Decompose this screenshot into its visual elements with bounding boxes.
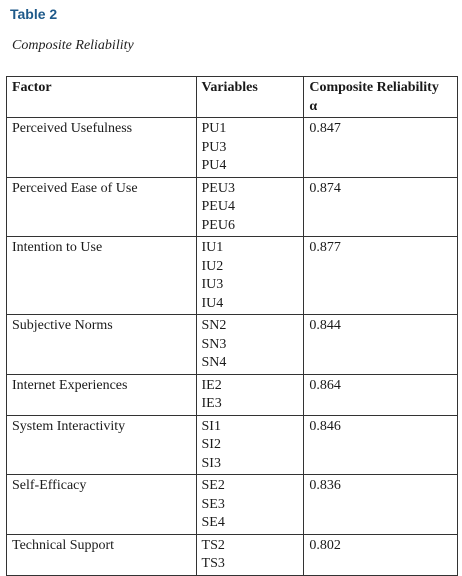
variables-cell: PU1 PU3 PU4 bbox=[195, 117, 305, 178]
variable-code: PEU4 bbox=[201, 199, 235, 214]
variable-code: PU3 bbox=[201, 139, 227, 155]
table-caption: Composite Reliability bbox=[12, 38, 134, 53]
composite-reliability-table: Factor Variables Composite Reliability α… bbox=[6, 76, 458, 576]
reliability-value-cell: 0.844 bbox=[303, 314, 458, 375]
table-body: Perceived Usefulness PU1 PU3 PU4 0.847 Percei… bbox=[6, 117, 458, 576]
variable-code: SN4 bbox=[201, 355, 227, 370]
variable-code: IE3 bbox=[201, 396, 222, 411]
variable-code: SE4 bbox=[201, 515, 225, 530]
variable-code: IE2 bbox=[201, 377, 222, 393]
factor-cell: Internet Experiences bbox=[6, 373, 197, 416]
variable-code: TS3 bbox=[201, 556, 225, 571]
variables-cell: SI1 SI2 SI3 bbox=[195, 414, 305, 475]
reliability-value-cell: 0.877 bbox=[303, 236, 458, 315]
reliability-value-cell: 0.846 bbox=[303, 414, 458, 475]
reliability-value-cell: 0.802 bbox=[303, 533, 458, 576]
variables-cell: TS2 TS3 bbox=[195, 533, 305, 576]
variable-code: SE3 bbox=[201, 496, 225, 512]
reliability-value-cell: 0.874 bbox=[303, 176, 458, 237]
variable-code: IU3 bbox=[201, 277, 224, 292]
variables-header: Variables bbox=[195, 76, 305, 118]
table-row: System Interactivity SI1 SI2 SI3 0.846 bbox=[6, 414, 458, 475]
variables-cell: IE2 IE3 bbox=[195, 373, 305, 416]
table-row: Intention to Use IU1 IU2 IU3 IU4 0.877 bbox=[6, 236, 458, 315]
variable-code: IU1 bbox=[201, 240, 224, 255]
reliability-value-cell: 0.864 bbox=[303, 373, 458, 416]
variable-code: PEU3 bbox=[201, 180, 235, 196]
variable-code: IU4 bbox=[201, 295, 224, 311]
variable-code: TS2 bbox=[201, 537, 225, 553]
table-row: Self-Efficacy SE2 SE3 SE4 0.836 bbox=[6, 474, 458, 535]
variable-code: SI1 bbox=[201, 418, 221, 434]
reliability-value-cell: 0.847 bbox=[303, 117, 458, 178]
table-row: Technical Support TS2 TS3 0.802 bbox=[6, 533, 458, 576]
factor-cell: Perceived Ease of Use bbox=[6, 176, 197, 237]
factor-cell: Self-Efficacy bbox=[6, 474, 197, 535]
composite-reliability-header-label: Composite Reliability bbox=[309, 80, 439, 95]
table-row: Internet Experiences IE2 IE3 0.864 bbox=[6, 373, 458, 416]
composite-reliability-header: Composite Reliability α bbox=[303, 76, 458, 118]
variables-cell: SE2 SE3 SE4 bbox=[195, 474, 305, 535]
factor-cell: Subjective Norms bbox=[6, 314, 197, 375]
variable-code: SI3 bbox=[201, 455, 221, 471]
alpha-symbol: α bbox=[309, 98, 318, 114]
variable-code: PEU6 bbox=[201, 217, 235, 233]
factor-header: Factor bbox=[6, 76, 197, 118]
factor-cell: Intention to Use bbox=[6, 236, 197, 315]
factor-cell: Technical Support bbox=[6, 533, 197, 576]
variable-code: SE2 bbox=[201, 478, 225, 493]
variable-code: SN3 bbox=[201, 336, 227, 352]
variables-cell: PEU3 PEU4 PEU6 bbox=[195, 176, 305, 237]
table-row: Subjective Norms SN2 SN3 SN4 0.844 bbox=[6, 314, 458, 375]
factor-cell: System Interactivity bbox=[6, 414, 197, 475]
variable-code: PU4 bbox=[201, 158, 227, 173]
reliability-value-cell: 0.836 bbox=[303, 474, 458, 535]
variable-code: SI2 bbox=[201, 437, 221, 452]
variable-code: IU2 bbox=[201, 258, 224, 274]
variable-code: PU1 bbox=[201, 121, 227, 136]
factor-cell: Perceived Usefulness bbox=[6, 117, 197, 178]
variable-code: SN2 bbox=[201, 318, 227, 333]
variables-cell: SN2 SN3 SN4 bbox=[195, 314, 305, 375]
table-row: Perceived Usefulness PU1 PU3 PU4 0.847 bbox=[6, 117, 458, 178]
table-row: Perceived Ease of Use PEU3 PEU4 PEU6 0.874 bbox=[6, 176, 458, 237]
header-row: Factor Variables Composite Reliability α bbox=[6, 76, 458, 118]
variables-cell: IU1 IU2 IU3 IU4 bbox=[195, 236, 305, 315]
table-label: Table 2 bbox=[10, 6, 58, 22]
